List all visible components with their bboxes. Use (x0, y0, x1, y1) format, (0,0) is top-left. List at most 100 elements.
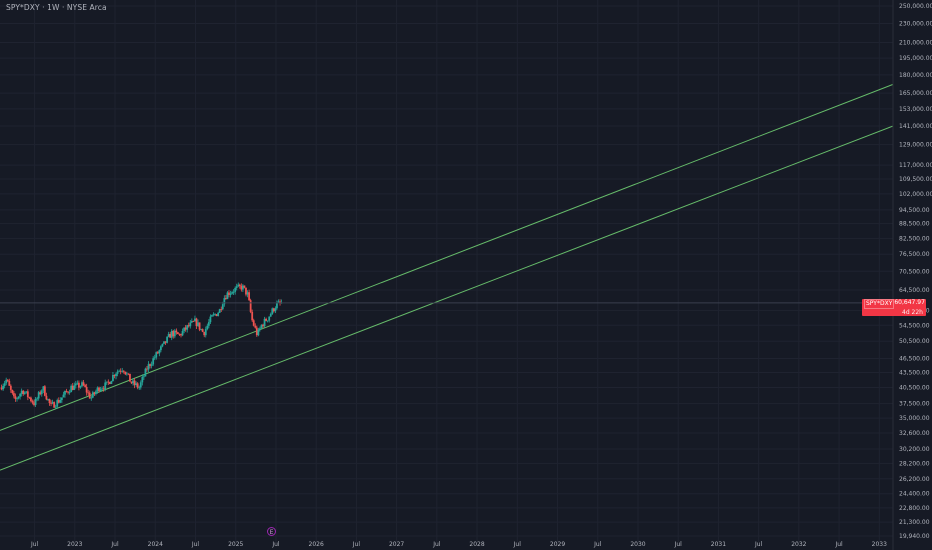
time-tick-label: Jul (271, 541, 280, 548)
candle-body (39, 392, 42, 395)
candlestick-series (0, 282, 283, 409)
candle-body (240, 286, 243, 290)
candle-body (141, 376, 144, 383)
time-tick-label: 2023 (67, 541, 82, 548)
candle-body (144, 368, 147, 377)
candle-body (116, 371, 119, 374)
candle-body (246, 292, 249, 295)
candle-body (161, 343, 164, 347)
candle-body (127, 373, 130, 375)
candle-body (8, 380, 11, 386)
candle-body (245, 287, 247, 295)
time-tick-label: Jul (834, 541, 843, 548)
candle-body (156, 352, 159, 354)
candle-body (0, 387, 3, 390)
earnings-event-marker[interactable]: E (267, 527, 276, 536)
candle-body (108, 382, 111, 384)
candle-body (139, 382, 142, 388)
candle-body (180, 334, 182, 336)
candle-body (68, 392, 71, 393)
candle-body (96, 387, 99, 392)
candle-body (164, 341, 167, 343)
price-tick-label: 35,000.00 (899, 415, 930, 422)
candle-body (82, 382, 85, 386)
candle-body (163, 341, 165, 344)
candle-body (152, 358, 155, 365)
candle-body (74, 383, 77, 386)
candle-body (50, 402, 52, 404)
price-tick-label: 50,500.00 (899, 338, 930, 345)
candle-body (34, 398, 37, 405)
price-axis[interactable]: 250,000.00 230,000.00 210,000.00 195,000.00… (892, 0, 932, 550)
time-axis[interactable]: Jul 2023 Jul 2024 Jul 2025 Jul 2026 Jul 2027 Jul 20… (30, 541, 887, 548)
candle-body (95, 391, 97, 394)
candle-body (276, 302, 278, 309)
candle-body (268, 316, 271, 321)
candle-body (135, 383, 138, 386)
candle-body (110, 381, 113, 384)
candle-body (25, 391, 28, 393)
candle-body (184, 327, 187, 330)
candle-body (235, 286, 238, 288)
candle-body (271, 308, 274, 314)
price-tick-label: 88,500.00 (899, 221, 930, 228)
candle-body (122, 370, 125, 372)
candle-body (209, 316, 212, 323)
time-tick-label: Jul (432, 541, 441, 548)
candle-body (133, 380, 136, 386)
price-tick-label: 141,000.00 (899, 123, 932, 130)
candle-body (121, 370, 124, 372)
candle-body (260, 324, 263, 329)
candle-body (224, 298, 227, 300)
price-tick-label: 165,000.00 (899, 90, 932, 97)
candle-body (167, 334, 170, 337)
time-tick-label: Jul (674, 541, 683, 548)
candle-body (87, 392, 90, 394)
candle-body (194, 318, 196, 322)
candle-body (59, 399, 62, 403)
candle-body (79, 386, 82, 388)
candle-body (181, 331, 184, 336)
candle-body (28, 397, 31, 399)
candle-body (251, 311, 254, 321)
price-tick-label: 26,200.00 (899, 476, 930, 483)
candle-body (175, 330, 178, 333)
candle-body (160, 346, 162, 351)
candle-body (65, 391, 68, 392)
candle-body (262, 324, 264, 327)
candle-body (19, 393, 22, 397)
candle-body (211, 315, 213, 317)
candle-body (5, 379, 8, 384)
badge-symbol: SPY*DXY (864, 299, 895, 309)
candle-body (17, 396, 20, 399)
candle-body (112, 374, 114, 382)
price-tick-label: 109,500.00 (899, 176, 932, 183)
time-tick-label: 2028 (469, 541, 484, 548)
candle-body (177, 332, 179, 335)
candle-body (132, 380, 134, 384)
price-tick-label: 21,300.00 (899, 519, 930, 526)
candle-body (178, 334, 181, 335)
candle-body (2, 385, 4, 390)
price-tick-label: 19,940.00 (899, 533, 930, 540)
candle-body (232, 291, 235, 293)
candle-body (217, 312, 220, 316)
trendlines[interactable] (0, 83, 894, 471)
candle-body (257, 329, 260, 336)
candle-body (91, 392, 94, 398)
candle-body (129, 373, 131, 382)
candle-body (90, 397, 93, 399)
candle-body (70, 385, 73, 393)
candle-body (98, 387, 100, 391)
candle-body (67, 391, 69, 393)
price-tick-label: 22,800.00 (899, 505, 930, 512)
candle-body (170, 330, 173, 338)
candle-body (146, 368, 148, 370)
candle-body (186, 325, 189, 330)
candle-body (136, 383, 139, 388)
candle-body (150, 364, 153, 366)
time-tick-label: Jul (513, 541, 522, 548)
price-tick-label: 32,600.00 (899, 430, 930, 437)
candle-body (124, 371, 127, 375)
